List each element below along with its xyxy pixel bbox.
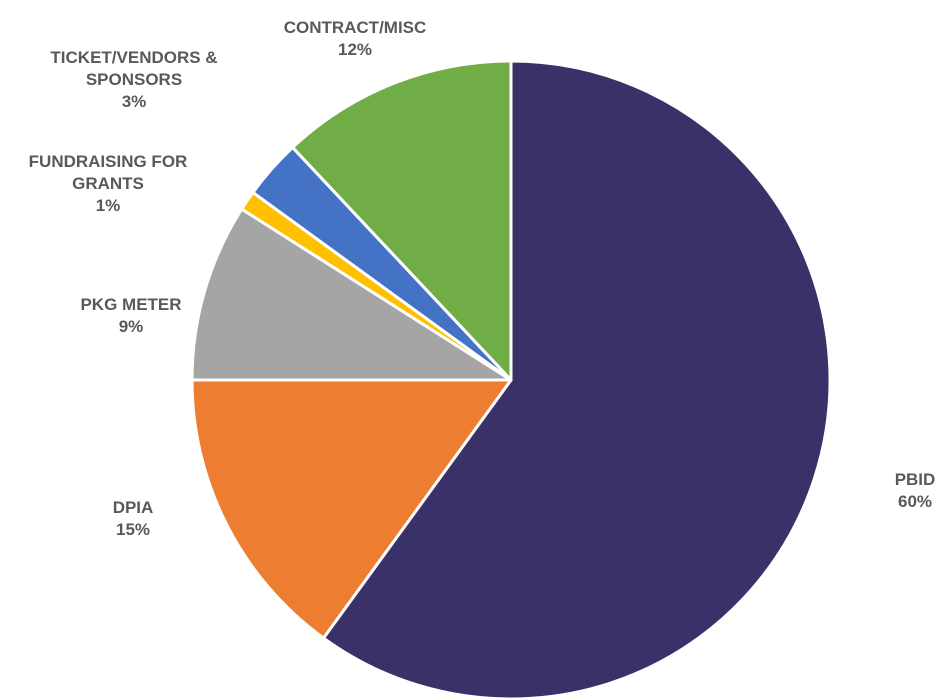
data-label-name: GRANTS: [72, 174, 144, 193]
data-label-name: CONTRACT/MISC: [284, 18, 427, 37]
data-label-value: 12%: [338, 40, 372, 59]
data-label-value: 3%: [122, 92, 147, 111]
data-label-name: PKG METER: [80, 295, 181, 314]
pie-slice-pbid: [322, 59, 832, 700]
data-label-ticket-vendors-sponsors: TICKET/VENDORS & SPONSORS 3%: [50, 48, 217, 111]
data-label-name: DPIA: [113, 498, 154, 517]
data-label-dpia: DPIA 15%: [113, 498, 154, 539]
pie-data-labels: PBID 60% DPIA 15% PKG METER 9% FUNDRAISING FOR…: [29, 18, 936, 539]
data-label-value: 9%: [119, 317, 144, 336]
data-label-name: PBID: [895, 470, 936, 489]
data-label-name: FUNDRAISING FOR: [29, 152, 188, 171]
pie-slice-contract-misc: [291, 59, 513, 382]
data-label-value: 60%: [898, 492, 932, 511]
pie-slices: [190, 59, 832, 700]
data-label-value: 1%: [96, 196, 121, 215]
data-label-fundraising-for-grants: FUNDRAISING FOR GRANTS 1%: [29, 152, 188, 215]
data-label-name: SPONSORS: [86, 70, 182, 89]
data-label-contract-misc: CONTRACT/MISC 12%: [284, 18, 427, 59]
data-label-value: 15%: [116, 520, 150, 539]
data-label-pkg-meter: PKG METER 9%: [80, 295, 181, 336]
data-label-pbid: PBID 60%: [895, 470, 936, 511]
pie-slice-dpia: [190, 378, 513, 640]
data-label-name: TICKET/VENDORS &: [50, 48, 217, 67]
pie-slice-pkg-meter: [190, 207, 513, 382]
